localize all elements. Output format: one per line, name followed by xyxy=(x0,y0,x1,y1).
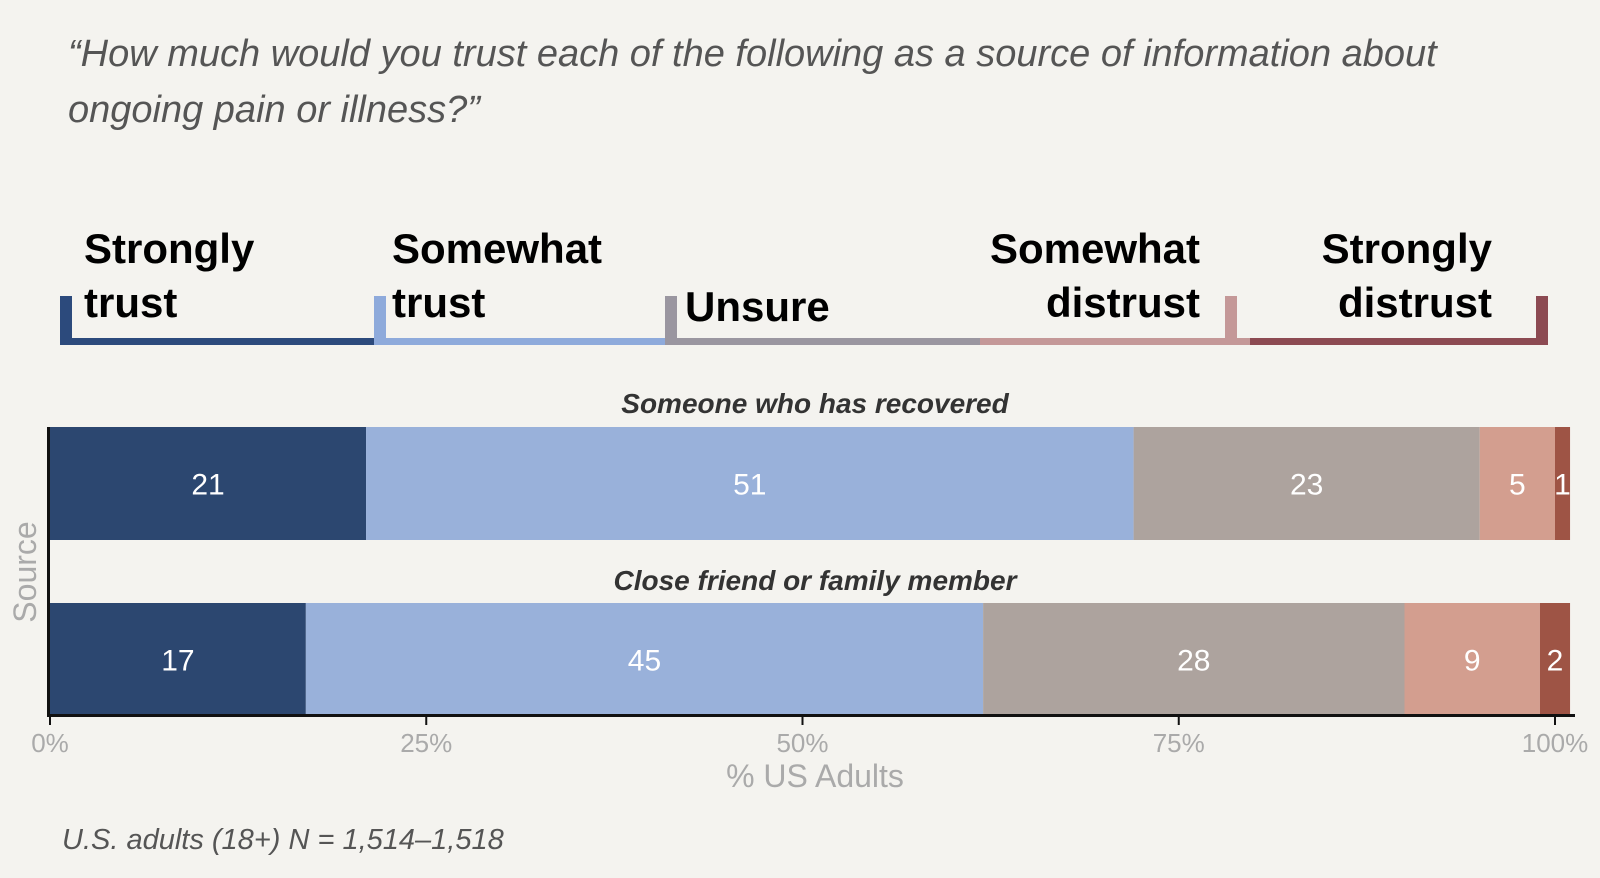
data-label: 17 xyxy=(161,645,194,678)
legend-bracket-line-3 xyxy=(980,338,1250,345)
legend-bracket-line-2 xyxy=(665,338,980,345)
data-label: 21 xyxy=(191,469,224,502)
bar-segment xyxy=(1539,603,1571,716)
data-label: 23 xyxy=(1290,469,1323,502)
y-axis-title: Source xyxy=(7,521,43,622)
legend-bracket-line-0 xyxy=(60,338,374,345)
legend-strongly-distrust: Strongly distrust xyxy=(1322,222,1492,330)
legend-bracket-line-4 xyxy=(1250,338,1548,345)
x-tick-label: 50% xyxy=(776,728,828,758)
y-axis-line xyxy=(47,427,50,717)
legend-bracket-tick-1 xyxy=(374,296,386,345)
bar-segment xyxy=(366,427,1134,540)
x-tick-label: 25% xyxy=(400,728,452,758)
data-label: 45 xyxy=(628,645,661,678)
legend-unsure: Unsure xyxy=(685,280,830,334)
legend-bracket-line-1 xyxy=(374,338,665,345)
data-label: 9 xyxy=(1464,645,1481,678)
legend-strongly-trust: Strongly trust xyxy=(84,222,254,330)
legend-bracket-tick-0 xyxy=(60,296,72,345)
x-tick xyxy=(1554,717,1556,725)
legend-strongly-trust-line1: Strongly xyxy=(84,225,255,272)
x-tick xyxy=(801,717,804,725)
data-label: 1 xyxy=(1554,469,1571,502)
legend-somewhat-distrust: Somewhat distrust xyxy=(990,222,1200,330)
legend-bracket-tick-2 xyxy=(665,296,677,345)
legend-somewhat-distrust-line2: distrust xyxy=(1045,279,1200,326)
bar-segment xyxy=(1404,603,1540,716)
data-label: 28 xyxy=(1177,645,1210,678)
data-label: 5 xyxy=(1509,469,1526,502)
bar-segment xyxy=(1479,427,1555,540)
x-tick xyxy=(425,717,428,725)
bar-segment xyxy=(50,427,367,540)
x-tick-label: 0% xyxy=(31,728,69,758)
bar-segment xyxy=(50,603,306,716)
legend-somewhat-trust-line1: Somewhat xyxy=(392,225,603,272)
sample-footnote: U.S. adults (18+) N = 1,514–1,518 xyxy=(62,824,504,856)
legend-somewhat-trust: Somewhat trust xyxy=(392,222,602,330)
category-label: Someone who has recovered xyxy=(621,388,1009,419)
legend-bracket-tick-3 xyxy=(1225,296,1237,345)
x-tick-label: 100% xyxy=(1522,728,1589,758)
category-label: Close friend or family member xyxy=(613,565,1018,596)
x-tick xyxy=(1177,717,1180,725)
bar-segment xyxy=(1555,427,1571,540)
legend-unsure-line1: Unsure xyxy=(685,283,830,330)
bar-segment xyxy=(305,603,984,716)
legend-bracket-tick-4 xyxy=(1536,296,1548,345)
bar-segment xyxy=(983,603,1405,716)
data-label: 51 xyxy=(733,469,766,502)
x-axis-line xyxy=(47,714,1575,717)
legend-strongly-trust-line2: trust xyxy=(84,279,178,326)
legend-somewhat-distrust-line1: Somewhat xyxy=(989,225,1200,272)
chart-question-title: “How much would you trust each of the fo… xyxy=(68,33,1437,131)
legend-strongly-distrust-line2: distrust xyxy=(1337,279,1492,326)
x-axis-title: % US Adults xyxy=(726,758,904,794)
x-tick-label: 75% xyxy=(1153,728,1205,758)
data-label: 2 xyxy=(1547,645,1564,678)
x-tick xyxy=(49,717,51,725)
bar-segment xyxy=(1133,427,1480,540)
legend-somewhat-trust-line2: trust xyxy=(392,279,486,326)
legend-strongly-distrust-line1: Strongly xyxy=(1321,225,1492,272)
